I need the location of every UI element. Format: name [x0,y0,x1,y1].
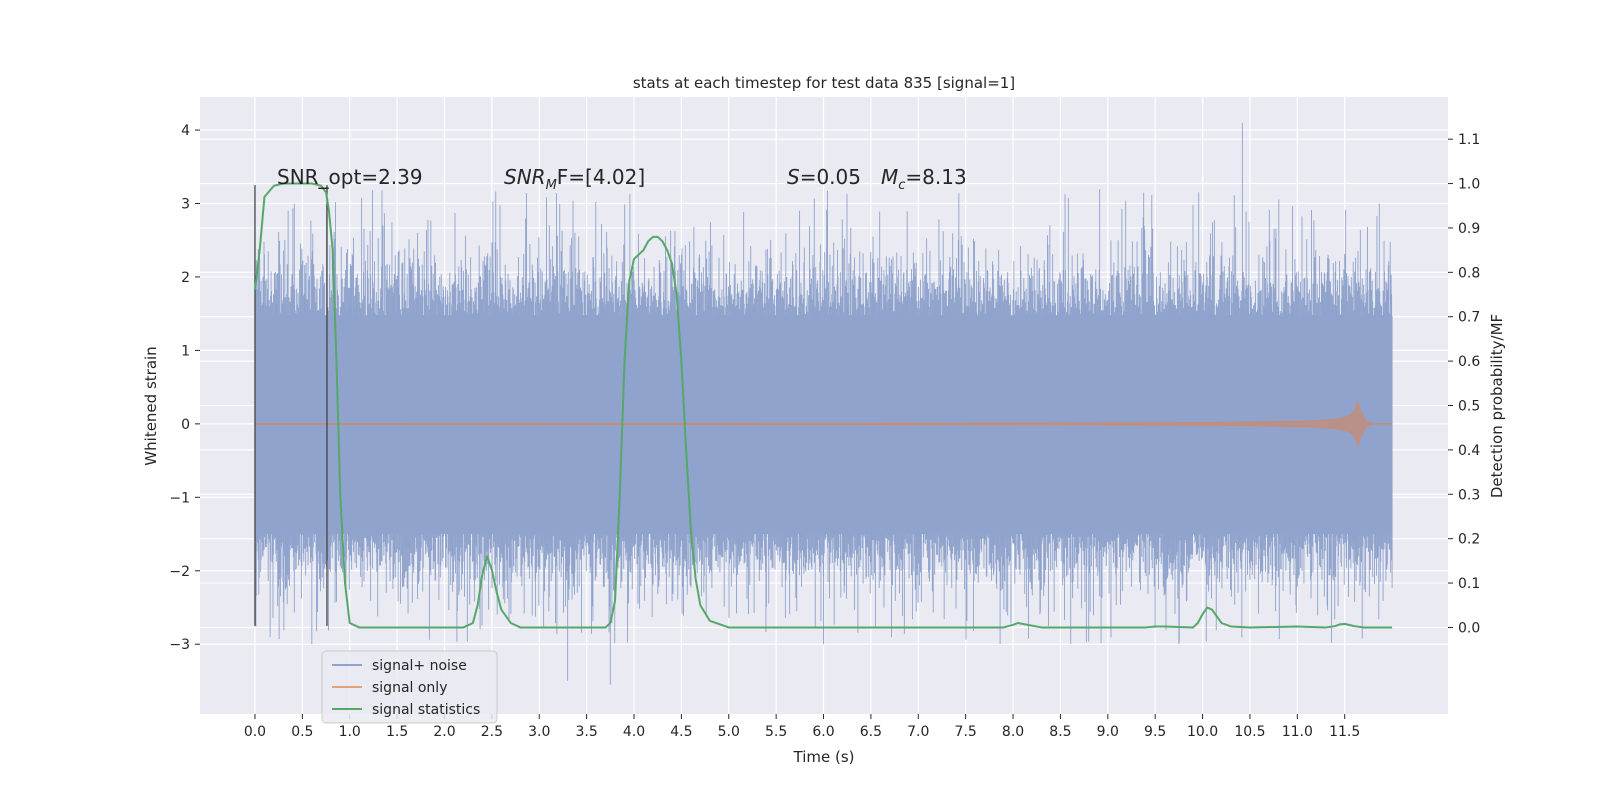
y2-tick-label: 0.7 [1458,310,1480,326]
annotation-snr-mf-sub: M [546,178,557,193]
x-tick-label: 0.0 [244,724,266,740]
x-tick-label: 1.0 [339,724,361,740]
x-tick-label: 10.0 [1187,724,1218,740]
y-tick-label: 3 [181,197,190,213]
x-tick-label: 5.0 [718,724,740,740]
y2-tick-label: 0.9 [1458,221,1480,237]
annotation-mc-rest: =8.13 [905,165,966,189]
x-tick-label: 3.5 [575,724,597,740]
legend-box [321,650,498,724]
x-tick-label: 4.5 [670,724,692,740]
y-tick-label: 1 [181,343,190,359]
x-tick-label: 8.5 [1049,724,1071,740]
ticks: 0.0 0.5 1.0 1.5 2.0 2.5 3.0 3.5 4.0 4.5 5.0 5.5 6.0 6… [169,123,1480,740]
y-tick-label: −1 [169,490,190,506]
y-tick-label: 0 [181,417,190,433]
x-tick-label: 5.5 [765,724,787,740]
x-tick-label: 4.0 [623,724,645,740]
x-tick-label: 6.0 [812,724,834,740]
x-tick-label: 8.0 [1002,724,1024,740]
legend-label-signal-only: signal only [372,680,447,696]
y-tick-label: −2 [169,564,190,580]
x-tick-label: 9.0 [1097,724,1119,740]
y-tick-label: 2 [181,270,190,286]
x-tick-label: 1.5 [386,724,408,740]
y2-axis-label: Detection probability/MF [1488,314,1506,498]
y2-tick-label: 0.0 [1458,620,1480,636]
y2-tick-label: 0.3 [1458,487,1480,503]
annotation-mc-sub: c [898,178,905,193]
y2-tick-label: 0.5 [1458,399,1480,415]
annotations: SNR_opt=2.39 SNRMF=[4.02] S=0.05 Mc=8.13 [277,165,967,193]
annotation-snr-mf-rest: F=[4.02] [557,165,645,189]
x-tick-label: 2.0 [433,724,455,740]
annotation-s-rest: =0.05 [800,165,861,189]
y2-tick-label: 0.2 [1458,532,1480,548]
x-tick-label: 11.0 [1282,724,1313,740]
legend: signal+ noise signal only signal statist… [321,650,498,724]
data-layer [253,122,1393,685]
x-tick-label: 3.0 [528,724,550,740]
x-tick-label: 6.5 [860,724,882,740]
signal-statistics-line [253,182,1393,629]
chart-title: stats at each timestep for test data 835… [633,74,1015,92]
y2-tick-label: 0.8 [1458,265,1480,281]
x-axis-label: Time (s) [793,748,855,766]
annotation-snr-mf-main: SNR [504,165,546,189]
y2-tick-label: 0.4 [1458,443,1480,459]
annotation-s-main: S [787,165,800,189]
y-tick-label: −3 [169,637,190,653]
x-tick-label: 2.5 [481,724,503,740]
legend-label-signal-noise: signal+ noise [372,658,467,674]
annotation-snr-mf: SNRMF=[4.02] [504,165,645,193]
x-tick-label: 0.5 [291,724,313,740]
y2-tick-label: 0.6 [1458,354,1480,370]
x-tick-label: 11.5 [1329,724,1360,740]
annotation-mc-main: M [881,165,898,189]
x-tick-label: 9.5 [1144,724,1166,740]
annotation-s: S=0.05 [787,165,861,189]
annotation-snr-opt: SNR_opt=2.39 [277,165,423,189]
legend-label-signal-statistics: signal statistics [372,702,480,718]
annotation-mc: Mc=8.13 [881,165,967,193]
x-tick-label: 7.0 [907,724,929,740]
y2-tick-label: 1.1 [1458,132,1480,148]
y-tick-label: 4 [181,123,190,139]
y2-tick-label: 1.0 [1458,177,1480,193]
y-axis-label: Whitened strain [142,346,160,465]
y2-tick-label: 0.1 [1458,576,1480,592]
x-tick-label: 10.5 [1234,724,1265,740]
signal-only-line [254,400,1393,448]
x-tick-label: 7.5 [955,724,977,740]
